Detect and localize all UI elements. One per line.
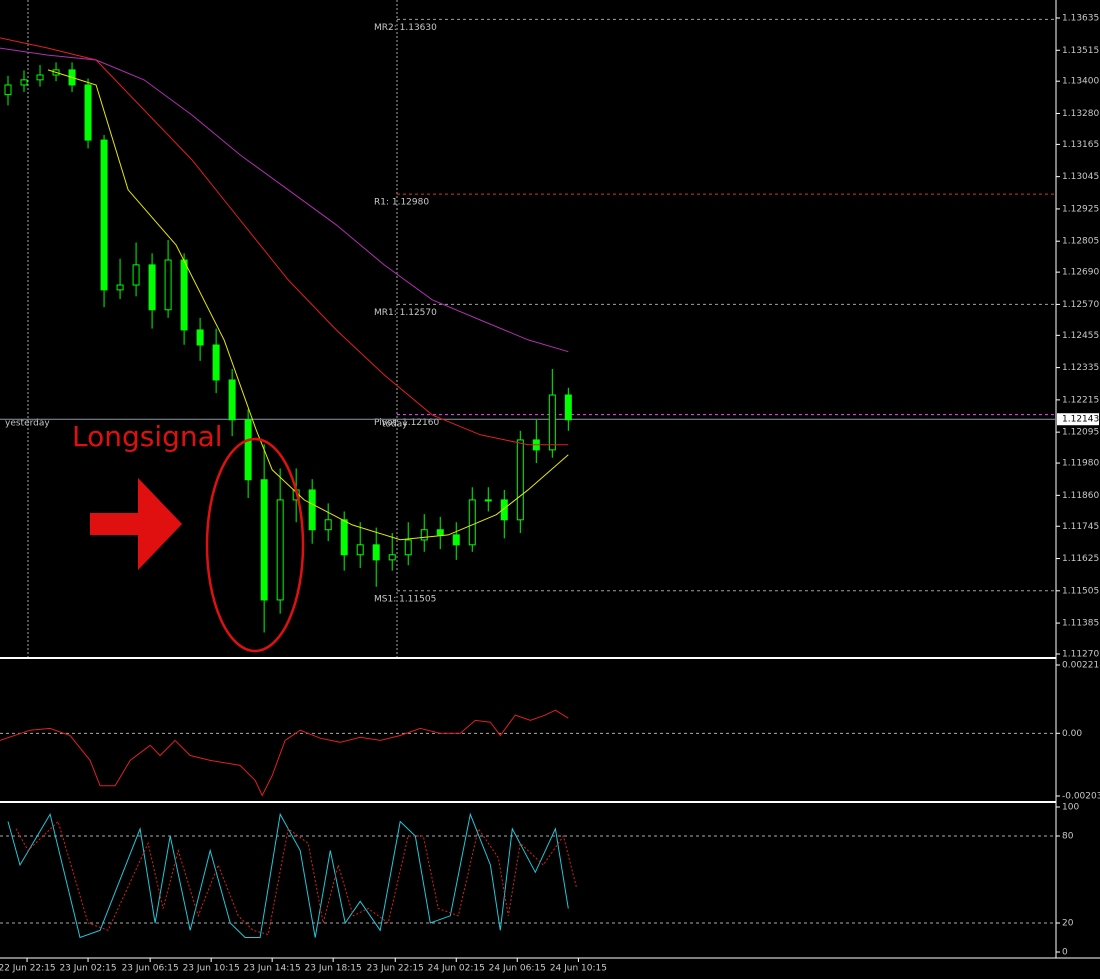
candle-body (180, 259, 188, 331)
pivot-label: MR2: 1.13630 (374, 23, 437, 33)
pivot-label: Pivot: 1.12160 (374, 418, 439, 428)
y-tick-label: 1.13635 (1062, 14, 1099, 24)
highlight-ellipse (205, 437, 305, 653)
y-tick-label: 1.11505 (1062, 586, 1099, 596)
indicator-line (7, 812, 569, 939)
y-tick-label: -0.002035 (1062, 792, 1100, 802)
candle-body (276, 499, 284, 601)
x-tick-label: 23 Jun 06:15 (122, 964, 179, 974)
candle-body (228, 379, 236, 421)
y-tick-label: 1.12805 (1062, 237, 1099, 247)
candle-body (372, 544, 380, 561)
last-price-box (1057, 413, 1099, 426)
x-tick-label: 23 Jun 22:15 (367, 964, 424, 974)
x-tick-label: 24 Jun 10:15 (550, 964, 607, 974)
y-tick-label: 0 (1062, 948, 1068, 958)
y-tick-label: 1.12095 (1062, 428, 1099, 438)
y-tick-label: 0.00 (1062, 729, 1082, 739)
indicator-line (0, 709, 569, 797)
candle-body (212, 344, 220, 381)
pivot-label: MS1: 1.11505 (374, 594, 436, 604)
candle-body (196, 329, 204, 346)
x-tick-label: 24 Jun 02:15 (428, 964, 485, 974)
candle-body (244, 419, 252, 481)
candle-body (260, 479, 268, 601)
candle-body (564, 394, 572, 421)
y-tick-label: 1.12925 (1062, 204, 1099, 214)
candle-body (356, 544, 364, 556)
marks: 1.13635 1.13515 1.13400 1.13280 1.13165 1.130… (0, 14, 1100, 974)
x-tick-label: 24 Jun 06:15 (489, 964, 546, 974)
candle-body (500, 499, 508, 521)
y-tick-label: 1.12335 (1062, 363, 1099, 373)
candle-body (132, 264, 140, 286)
y-tick-label: 1.11860 (1062, 491, 1099, 501)
x-tick-label: 23 Jun 02:15 (59, 964, 116, 974)
x-tick-label: 23 Jun 10:15 (183, 964, 240, 974)
y-tick-label: 1.11980 (1062, 459, 1099, 469)
candle-body (100, 139, 108, 291)
y-tick-label: 1.12455 (1062, 331, 1099, 341)
candle-body (148, 264, 156, 311)
period-label: yesterday (5, 419, 50, 429)
candle-body (548, 394, 556, 451)
candle-body (484, 499, 492, 502)
pivot-label: MR1: 1.12570 (374, 308, 437, 318)
y-tick-label: 80 (1062, 832, 1074, 842)
y-tick-label: 1.13045 (1062, 172, 1099, 182)
candle-body (36, 74, 44, 81)
indicator-line (47, 69, 569, 541)
period-label: today (382, 420, 408, 430)
candle-body (84, 84, 92, 141)
candle-body (116, 284, 124, 291)
last-price-label: 1.12143 (1062, 415, 1099, 425)
y-tick-label: 1.11625 (1062, 554, 1099, 564)
annotation: Longsignal (72, 420, 223, 453)
y-tick-label: 1.11385 (1062, 619, 1099, 629)
candle-body (420, 529, 428, 541)
pivot-label: R1: 1.12980 (374, 198, 429, 208)
candle-body (388, 554, 396, 561)
y-tick-label: 1.13165 (1062, 140, 1099, 150)
y-tick-label: 1.12690 (1062, 268, 1099, 278)
y-tick-label: 100 (1062, 803, 1079, 813)
candle-body (20, 79, 28, 86)
arrow (90, 478, 182, 570)
x-tick-label: 22 Jun 22:15 (0, 964, 56, 974)
x-tick-label: 23 Jun 18:15 (305, 964, 362, 974)
candle-body (4, 84, 12, 96)
indicator-line (15, 820, 577, 936)
candle-body (308, 489, 316, 531)
candle-body (164, 259, 172, 311)
y-tick-label: 1.12570 (1062, 300, 1099, 310)
y-tick-label: 1.12215 (1062, 395, 1099, 405)
candle-body (340, 519, 348, 556)
y-tick-label: 1.13515 (1062, 46, 1099, 56)
candle-body (468, 499, 476, 546)
candle-body (404, 539, 412, 556)
y-tick-label: 0.002218 (1062, 661, 1100, 671)
candle-body (436, 529, 444, 536)
indicator-line (0, 47, 569, 353)
y-tick-label: 1.11270 (1062, 650, 1099, 660)
x-tick-label: 23 Jun 14:15 (244, 964, 301, 974)
y-tick-label: 1.11745 (1062, 522, 1099, 532)
candle-body (452, 534, 460, 546)
candle-body (324, 519, 332, 531)
y-tick-label: 1.13280 (1062, 109, 1099, 119)
y-tick-label: 20 (1062, 919, 1074, 929)
y-tick-label: 1.13400 (1062, 77, 1099, 87)
candle-body (516, 439, 524, 521)
